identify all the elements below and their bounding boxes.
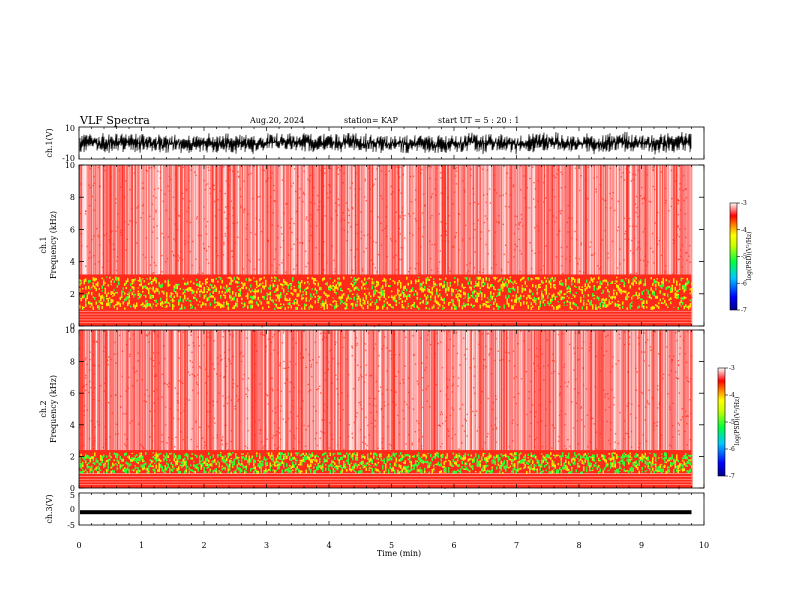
ch1-spectrogram-ytick-label: 10: [65, 161, 75, 170]
ch2-colorbar-tick: -3: [729, 365, 735, 372]
ch2-colorbar: -3 -4 -5 -6 -7 log(PSD)(V²/Hz): [717, 365, 741, 480]
x-tick-label: 5: [389, 541, 394, 550]
ch2-spectrogram-ytick-label: 8: [70, 358, 75, 367]
ch1-colorbar-gradient: [729, 202, 738, 311]
ch1-spectrogram-ytick-label: 0: [70, 322, 75, 331]
ch2-spectrogram-panel: 0 2 4 6 8 10 ch.2 Frequency (kHz) -3 -4 -5 -6 -7 …: [39, 326, 741, 493]
ch1-waveform-panel: 10 -10 ch.1(V): [45, 124, 705, 163]
x-tick-label: 8: [576, 541, 581, 550]
ch1-spectrogram-ylabel: Frequency (kHz): [49, 211, 58, 279]
ch1-spectrogram-ytick-label: 2: [70, 290, 75, 299]
ch2-colorbar-tick: -4: [729, 392, 735, 399]
ch3-ytick-mid: 0: [70, 505, 75, 514]
ch1-colorbar-label: log(PSD)(V²/Hz): [746, 232, 753, 281]
x-axis-ticks: [78, 127, 705, 525]
ch1-colorbar: -3 -4 -5 -6 -7 log(PSD)(V²/Hz): [729, 200, 753, 314]
ch1-spectrogram-ytick-label: 4: [70, 258, 75, 267]
ch1-colorbar-tick: -7: [741, 307, 747, 314]
ch3-waveform-line: [80, 510, 692, 515]
x-tick-label: 4: [326, 541, 331, 550]
x-tick-label: 10: [699, 541, 709, 550]
ch2-colorbar-tick: -5: [729, 419, 735, 426]
ch1-spectrogram-ytick-label: 6: [70, 225, 75, 234]
x-tick-label: 0: [76, 541, 81, 550]
ch2-spectrogram-image: [79, 330, 693, 490]
ch1-colorbar-tick: -4: [741, 227, 747, 234]
ch1-spectrogram-ytick-label: 8: [70, 193, 75, 202]
ch2-spectrogram-ylabel: Frequency (kHz): [49, 375, 58, 443]
x-tick-label: 7: [514, 541, 519, 550]
ch1-colorbar-tick: -5: [741, 254, 747, 261]
ch1-spectrogram-image: [79, 165, 693, 328]
x-tick-label: 2: [201, 541, 206, 550]
ch1-spectrogram-ylabel-channel: ch.1: [39, 236, 48, 253]
ch1-colorbar-tick: -3: [741, 200, 747, 207]
ch2-spectrogram-ytick-label: 2: [70, 452, 75, 461]
ch3-waveform-frame: [78, 492, 705, 526]
ch2-colorbar-label: log(PSD)(V²/Hz): [734, 397, 741, 446]
date-label: Aug.20, 2024: [249, 116, 304, 125]
ch2-spectrogram-ytick-label: 6: [70, 389, 75, 398]
start-time-label: start UT = 5 : 20 : 1: [438, 116, 519, 125]
ch3-waveform-panel: 5 0 -5 ch.3(V): [45, 491, 705, 530]
ch2-colorbar-tick: -7: [729, 473, 735, 480]
ch3-ytick-top: 5: [70, 491, 75, 500]
ch1-ytick-top: 10: [65, 124, 75, 133]
x-axis-tick-labels: 0 1 2 3 4 5 6 7 8 9 10: [76, 541, 709, 550]
x-tick-label: 9: [639, 541, 644, 550]
chart-title: VLF Spectra: [79, 114, 150, 127]
x-tick-label: 1: [139, 541, 144, 550]
x-axis-label: Time (min): [377, 549, 421, 558]
ch1-ylabel: ch.1(V): [45, 128, 54, 157]
ch2-colorbar-gradient: [717, 367, 726, 477]
ch2-spectrogram-ytick-label: 0: [70, 484, 75, 493]
ch2-colorbar-tick: -6: [729, 446, 735, 453]
ch1-spectrogram-panel: 0 2 4 6 8 10 ch.1 Frequency (kHz) -3 -4 -5 -6 -7 …: [39, 161, 753, 331]
ch3-ylabel: ch.3(V): [45, 494, 54, 523]
ch1-colorbar-tick: -6: [741, 280, 747, 287]
ch3-ytick-bottom: -5: [67, 521, 75, 530]
ch1-waveform-line: [79, 131, 692, 155]
ch2-spectrogram-ytick-label: 10: [65, 326, 75, 335]
ch2-spectrogram-ylabel-channel: ch.2: [39, 400, 48, 417]
station-label: station= KAP: [344, 116, 399, 125]
ch2-spectrogram-ytick-label: 4: [70, 421, 75, 430]
x-tick-label: 3: [264, 541, 269, 550]
x-tick-label: 6: [451, 541, 456, 550]
ch1-ytick-bottom: -10: [62, 154, 75, 163]
